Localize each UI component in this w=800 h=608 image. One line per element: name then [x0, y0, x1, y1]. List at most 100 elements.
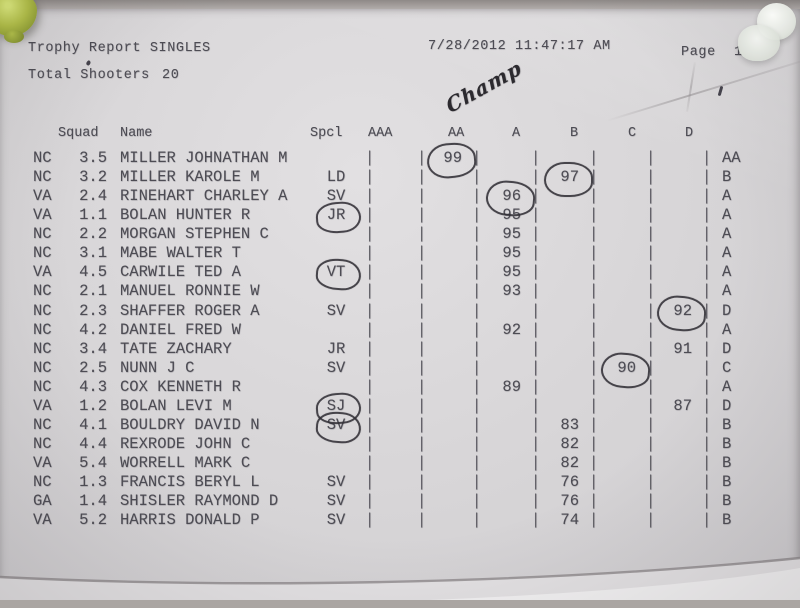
column-separator: | [531, 339, 541, 358]
class-cell: A [722, 225, 732, 244]
column-separator: | [646, 187, 656, 206]
name-cell: COX KENNETH R [120, 377, 241, 396]
state-cell: NC [33, 435, 52, 454]
spcl-cell: SJ [326, 396, 346, 415]
class-cell: AA [722, 149, 741, 167]
column-separator: | [472, 492, 482, 511]
column-separator: | [589, 435, 599, 454]
column-separator: | [365, 435, 375, 454]
squad-cell: 4.2 [79, 320, 107, 339]
column-separator: | [472, 339, 482, 358]
column-header-aaa: AAA [368, 126, 393, 141]
score-cell: 93 [502, 282, 521, 301]
column-separator: | [417, 511, 427, 530]
score-cell: 91 [673, 339, 692, 358]
column-separator: | [472, 244, 482, 263]
column-separator: | [702, 244, 712, 263]
column-separator: | [589, 301, 599, 320]
column-separator: | [702, 377, 712, 396]
squad-cell: 3.4 [79, 339, 107, 358]
spcl-cell: VT [326, 263, 346, 282]
column-separator: | [417, 339, 427, 358]
spcl-cell: JR [326, 339, 346, 358]
class-cell: A [722, 320, 732, 339]
column-separator: | [589, 415, 599, 434]
state-cell: NC [33, 225, 52, 244]
column-separator: | [589, 168, 599, 187]
white-pushpin [733, 0, 799, 66]
column-separator: | [472, 187, 482, 206]
column-separator: | [365, 377, 375, 396]
column-separator: | [702, 225, 712, 244]
column-separator: | [589, 187, 599, 206]
spcl-cell: SV [326, 511, 346, 530]
green-pushpin-stem [4, 30, 24, 43]
state-cell: VA [33, 396, 52, 415]
column-separator: | [472, 454, 482, 473]
squad-cell: 4.4 [79, 435, 107, 454]
column-separator: | [365, 206, 375, 225]
column-separator: | [702, 511, 712, 530]
column-separator: | [646, 473, 656, 492]
column-separator: | [472, 206, 482, 225]
name-cell: BOLAN LEVI M [120, 396, 232, 415]
column-separator: | [531, 320, 541, 339]
column-separator: | [646, 377, 656, 396]
column-separator: | [472, 358, 482, 377]
column-separator: | [531, 454, 541, 473]
squad-cell: 2.4 [79, 187, 107, 206]
table-row: NC 4.3 COX KENNETH R | | | | | | | 89 A [0, 378, 800, 397]
column-separator: | [417, 244, 427, 263]
class-cell: B [722, 435, 732, 454]
column-separator: | [702, 187, 712, 206]
column-separator: | [365, 396, 375, 415]
column-separator: | [365, 244, 375, 263]
spcl-cell: LD [326, 168, 346, 187]
column-separator: | [646, 282, 656, 301]
score-cell: 95 [502, 244, 521, 263]
column-separator: | [531, 377, 541, 396]
column-separator: | [365, 492, 375, 511]
class-cell: B [722, 511, 732, 530]
score-cell: 76 [560, 473, 579, 492]
column-separator: | [417, 149, 427, 167]
score-cell: 74 [560, 511, 579, 530]
class-cell: D [722, 301, 732, 320]
column-separator: | [646, 263, 656, 282]
column-separator: | [417, 282, 427, 301]
name-cell: MORGAN STEPHEN C [120, 225, 269, 244]
class-cell: C [722, 358, 732, 377]
column-separator: | [531, 206, 541, 225]
state-cell: NC [33, 320, 52, 339]
column-separator: | [417, 187, 427, 206]
column-separator: | [472, 511, 482, 530]
table-row: VA 1.2 BOLAN LEVI M SJ | | | | | | | 87 D [0, 397, 800, 416]
squad-cell: 3.1 [79, 244, 107, 263]
column-separator: | [646, 168, 656, 187]
squad-cell: 4.3 [79, 377, 107, 396]
class-cell: A [722, 377, 732, 396]
spcl-cell: SV [326, 492, 346, 511]
column-separator: | [589, 244, 599, 263]
squad-cell: 4.5 [79, 263, 107, 282]
name-cell: NUNN J C [120, 358, 195, 377]
table-row: NC 3.1 MABE WALTER T | | | | | | | 95 A [0, 244, 800, 263]
column-separator: | [646, 435, 656, 454]
state-cell: VA [33, 263, 52, 282]
column-separator: | [417, 168, 427, 187]
total-shooters-label: Total Shooters [28, 68, 150, 83]
column-header-b: B [570, 126, 579, 141]
score-cell: 82 [560, 435, 579, 454]
column-separator: | [589, 358, 599, 377]
class-cell: A [722, 187, 732, 206]
column-separator: | [531, 168, 541, 187]
column-separator: | [365, 415, 375, 434]
table-row: VA 5.4 WORRELL MARK C | | | | | | | 82 B [0, 454, 800, 473]
name-cell: RINEHART CHARLEY A [120, 187, 288, 206]
column-separator: | [531, 263, 541, 282]
squad-cell: 2.1 [79, 282, 107, 301]
column-separator: | [531, 225, 541, 244]
column-separator: | [472, 168, 482, 187]
name-cell: HARRIS DONALD P [120, 511, 260, 530]
